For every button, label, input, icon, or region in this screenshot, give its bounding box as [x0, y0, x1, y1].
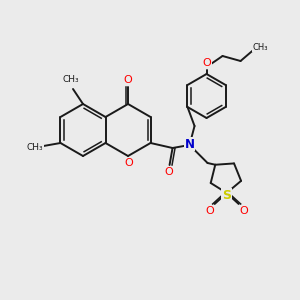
Text: O: O [239, 206, 248, 216]
Text: O: O [124, 75, 132, 85]
Text: CH₃: CH₃ [26, 142, 43, 152]
Text: N: N [184, 137, 194, 151]
Text: O: O [164, 167, 173, 177]
Text: O: O [205, 206, 214, 216]
Text: CH₃: CH₃ [253, 43, 268, 52]
Text: CH₃: CH₃ [63, 76, 79, 85]
Text: O: O [202, 58, 211, 68]
Text: S: S [222, 190, 231, 202]
Text: O: O [125, 158, 134, 168]
